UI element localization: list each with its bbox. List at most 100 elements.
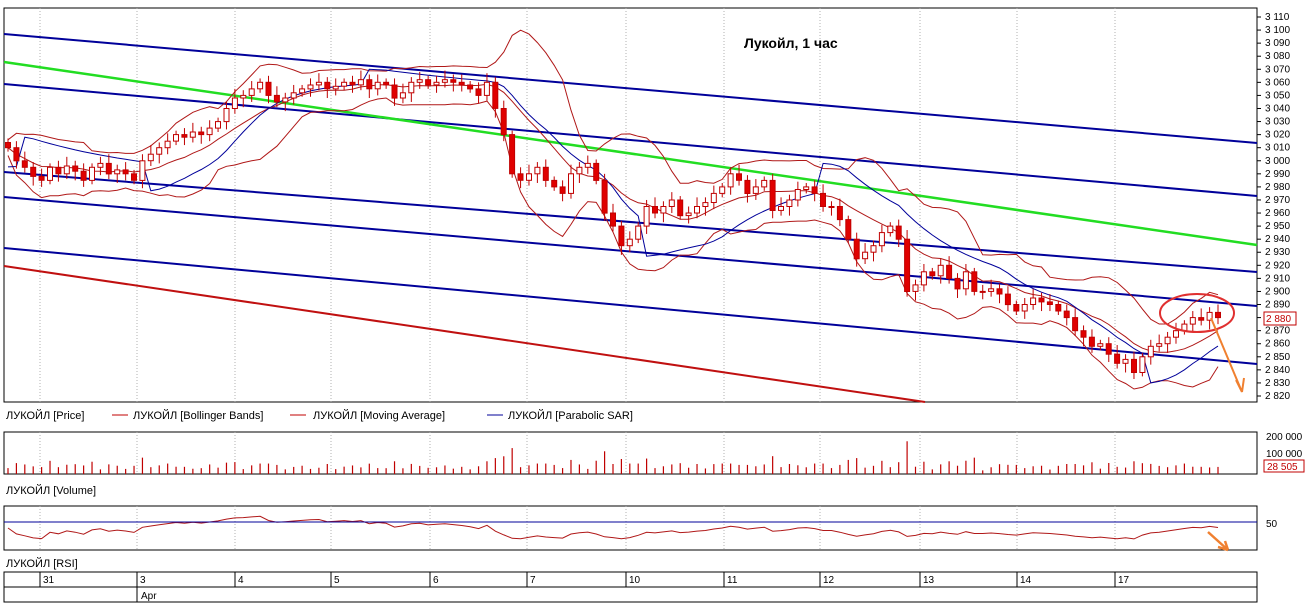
moving-average-line — [7, 83, 1219, 353]
candle-bullish — [156, 147, 163, 155]
candle-bearish — [820, 192, 826, 207]
candle-bearish — [551, 179, 558, 188]
candle-bearish — [971, 271, 978, 292]
rsi-tick-50: 50 — [1266, 519, 1278, 530]
candle-bearish — [13, 147, 20, 162]
candle-bearish — [542, 166, 549, 181]
date-label: 12 — [823, 575, 835, 586]
rsi-pane — [3, 505, 1258, 551]
candle-bullish — [1021, 304, 1028, 312]
candle-bearish — [467, 84, 474, 90]
price-tick-label: 2 920 — [1265, 260, 1290, 271]
candle-bearish — [811, 186, 818, 194]
price-tick-label: 2 960 — [1265, 208, 1290, 219]
candle-bearish — [273, 94, 280, 103]
candle-bearish — [80, 170, 87, 181]
candle-bearish — [736, 173, 742, 181]
candle-bearish — [895, 225, 902, 240]
candle-bearish — [1055, 304, 1062, 312]
candle-bullish — [282, 97, 289, 103]
candle-bullish — [1122, 358, 1129, 364]
highlight-circle — [1159, 293, 1235, 333]
candle-bearish — [517, 173, 524, 181]
candle-bullish — [332, 85, 339, 90]
candle-bullish — [937, 264, 944, 277]
candle-bullish — [223, 108, 230, 123]
date-label: 6 — [433, 575, 439, 586]
candle-bearish — [769, 179, 776, 211]
down-arrow-annotation — [1210, 317, 1245, 393]
legend-bollinger: ЛУКОЙЛ [Bollinger Bands] — [133, 409, 263, 422]
legend-ma: ЛУКОЙЛ [Moving Average] — [313, 409, 445, 422]
candle-bearish — [391, 84, 398, 99]
indicator-lines — [7, 29, 1219, 390]
last-price-badge — [1263, 311, 1297, 326]
price-tick-label: 3 090 — [1265, 38, 1290, 49]
candle-bullish — [248, 88, 255, 96]
price-tick-label: 3 110 — [1265, 12, 1290, 23]
candle-bearish — [1004, 293, 1011, 306]
candle-bearish — [1198, 317, 1205, 321]
price-tick-label: 2 940 — [1265, 234, 1290, 245]
candle-bullish — [97, 162, 104, 168]
trend-line — [3, 247, 1258, 365]
candle-bearish — [929, 271, 936, 277]
candle-bearish — [492, 81, 499, 109]
parabolic-sar-line — [7, 68, 1219, 384]
candle-bullish — [416, 79, 423, 83]
candle-bullish — [803, 186, 810, 190]
candle-bullish — [862, 251, 869, 260]
candle-bullish — [374, 81, 381, 90]
candle-bearish — [593, 162, 600, 181]
candle-bearish — [383, 81, 390, 86]
candle-bearish — [1131, 358, 1137, 373]
trend-line — [3, 196, 1258, 307]
price-tick-label: 2 900 — [1265, 286, 1290, 297]
candle-bullish — [786, 199, 793, 207]
candle-bullish — [114, 169, 121, 175]
candle-bullish — [173, 134, 179, 142]
candle-bearish — [324, 81, 331, 90]
candle-bullish — [1147, 345, 1154, 358]
price-tick-label: 3 070 — [1265, 64, 1290, 75]
volume-tick-100k: 100 000 — [1266, 449, 1303, 460]
date-label: 10 — [629, 575, 641, 586]
candle-bullish — [626, 238, 633, 247]
candle-bearish — [198, 131, 205, 136]
candle-bullish — [643, 206, 650, 227]
candle-bullish — [660, 206, 667, 214]
candle-bearish — [500, 108, 507, 136]
candle-bullish — [1156, 343, 1163, 347]
candle-bullish — [668, 199, 675, 207]
candle-bullish — [89, 166, 95, 181]
candle-bullish — [441, 79, 448, 83]
price-tick-label: 3 030 — [1265, 117, 1290, 128]
candle-bearish — [366, 79, 373, 90]
candle-bullish — [399, 92, 406, 99]
trend-line — [3, 83, 1258, 197]
candle-bearish — [601, 179, 608, 214]
price-pane — [3, 7, 1258, 403]
candle-bearish — [1013, 304, 1020, 312]
candle-bullish — [912, 284, 919, 292]
candle-bullish — [635, 225, 642, 240]
price-tick-label: 3 020 — [1265, 130, 1290, 141]
bollinger-upper-line — [7, 29, 1219, 325]
price-tick-label: 2 840 — [1265, 365, 1290, 376]
candle-bullish — [257, 81, 264, 90]
candle-bearish — [55, 166, 62, 175]
candle-bearish — [122, 169, 129, 175]
candle-bearish — [1215, 311, 1221, 319]
trend-line — [3, 60, 1258, 247]
price-tick-label: 3 100 — [1265, 25, 1290, 36]
date-labels: 31 3 4 5 6 7 10 11 12 13 14 17 — [39, 572, 1130, 602]
candle-bullish — [694, 206, 700, 214]
candle-bullish — [962, 271, 969, 290]
price-tick-label: 2 850 — [1265, 352, 1290, 363]
bollinger-lower-line — [7, 97, 1219, 390]
candle-bullish — [988, 288, 995, 292]
grid — [39, 8, 1116, 550]
price-tick-label: 3 080 — [1265, 51, 1290, 62]
candle-bullish — [526, 173, 532, 181]
volume-bars — [7, 441, 1219, 474]
